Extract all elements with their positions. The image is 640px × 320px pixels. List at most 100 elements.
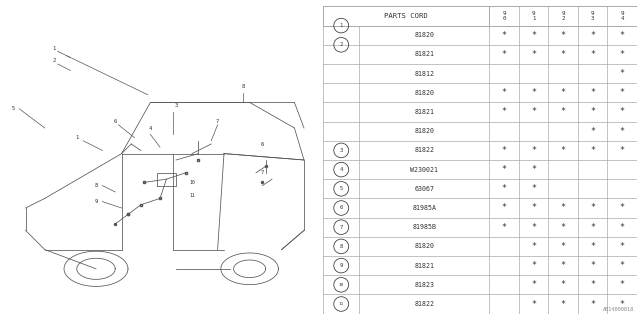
Text: *: *	[531, 280, 536, 289]
Text: 81985A: 81985A	[412, 205, 436, 211]
Text: *: *	[561, 242, 566, 251]
Text: 9: 9	[94, 199, 98, 204]
Text: 5: 5	[340, 186, 343, 191]
Text: *: *	[620, 280, 625, 289]
Text: 8: 8	[94, 183, 98, 188]
Text: *: *	[620, 88, 625, 97]
Text: 1: 1	[340, 23, 343, 28]
Text: *: *	[502, 184, 507, 193]
Text: 4: 4	[148, 125, 152, 131]
Text: *: *	[590, 261, 595, 270]
Text: *: *	[502, 165, 507, 174]
Text: *: *	[561, 88, 566, 97]
Text: 7: 7	[260, 170, 264, 175]
Text: 81820: 81820	[414, 90, 435, 96]
Text: *: *	[620, 300, 625, 308]
Text: 9
0: 9 0	[502, 11, 506, 21]
Text: *: *	[531, 184, 536, 193]
Text: 81822: 81822	[414, 148, 435, 153]
Text: *: *	[590, 223, 595, 232]
Text: 10: 10	[189, 180, 195, 185]
Text: 81812: 81812	[414, 71, 435, 76]
Text: 6: 6	[113, 119, 117, 124]
Text: 81820: 81820	[414, 244, 435, 249]
Text: 63067: 63067	[414, 186, 435, 192]
Text: *: *	[502, 31, 507, 40]
Text: *: *	[590, 88, 595, 97]
Text: *: *	[531, 88, 536, 97]
Text: *: *	[531, 300, 536, 308]
Text: 8: 8	[241, 84, 245, 89]
Text: *: *	[620, 127, 625, 136]
Text: *: *	[561, 261, 566, 270]
Text: *: *	[590, 50, 595, 59]
Text: *: *	[531, 31, 536, 40]
Text: 7: 7	[340, 225, 343, 230]
Text: *: *	[502, 204, 507, 212]
Text: *: *	[502, 50, 507, 59]
Text: *: *	[561, 223, 566, 232]
Text: 11: 11	[189, 193, 195, 198]
Text: *: *	[620, 146, 625, 155]
Text: 9
4: 9 4	[620, 11, 624, 21]
Text: 1: 1	[75, 135, 79, 140]
Text: 11: 11	[339, 302, 344, 306]
Text: *: *	[620, 50, 625, 59]
Text: 9
2: 9 2	[561, 11, 565, 21]
Text: 81821: 81821	[414, 263, 435, 268]
Text: *: *	[620, 69, 625, 78]
Text: *: *	[502, 223, 507, 232]
Text: *: *	[590, 280, 595, 289]
Text: *: *	[531, 165, 536, 174]
Text: *: *	[590, 242, 595, 251]
Text: 10: 10	[339, 283, 344, 287]
Text: 81822: 81822	[414, 301, 435, 307]
Text: W230021: W230021	[410, 167, 438, 172]
Text: *: *	[590, 127, 595, 136]
Text: 8: 8	[340, 244, 343, 249]
Text: 81823: 81823	[414, 282, 435, 288]
Text: *: *	[502, 108, 507, 116]
Text: *: *	[561, 50, 566, 59]
Text: *: *	[590, 108, 595, 116]
Text: *: *	[620, 261, 625, 270]
Text: 3: 3	[340, 148, 343, 153]
Text: 2: 2	[52, 58, 56, 63]
Text: 81820: 81820	[414, 128, 435, 134]
Text: *: *	[561, 108, 566, 116]
Text: *: *	[531, 261, 536, 270]
Text: *: *	[590, 146, 595, 155]
Text: 2: 2	[340, 42, 343, 47]
Text: PARTS CORD: PARTS CORD	[385, 13, 428, 19]
Text: 4: 4	[340, 167, 343, 172]
Text: 81821: 81821	[414, 109, 435, 115]
Text: *: *	[531, 108, 536, 116]
Text: *: *	[561, 204, 566, 212]
Text: *: *	[531, 223, 536, 232]
Text: *: *	[502, 146, 507, 155]
Text: *: *	[502, 88, 507, 97]
Text: *: *	[561, 146, 566, 155]
Text: *: *	[561, 31, 566, 40]
Text: *: *	[590, 31, 595, 40]
Text: *: *	[590, 300, 595, 308]
Text: 9
3: 9 3	[591, 11, 595, 21]
Text: *: *	[531, 242, 536, 251]
Text: *: *	[531, 146, 536, 155]
Text: AB14000018: AB14000018	[602, 307, 634, 312]
Text: *: *	[620, 108, 625, 116]
Text: 3: 3	[174, 103, 178, 108]
Text: *: *	[531, 50, 536, 59]
Text: *: *	[620, 204, 625, 212]
Text: *: *	[620, 242, 625, 251]
Text: 9: 9	[340, 263, 343, 268]
Text: *: *	[531, 204, 536, 212]
Text: 81985B: 81985B	[412, 224, 436, 230]
Text: *: *	[561, 300, 566, 308]
Text: 6: 6	[340, 205, 343, 211]
Text: *: *	[590, 204, 595, 212]
Text: 81820: 81820	[414, 32, 435, 38]
Text: 7: 7	[216, 119, 220, 124]
Text: 5: 5	[11, 106, 15, 111]
Text: 1: 1	[52, 45, 56, 51]
